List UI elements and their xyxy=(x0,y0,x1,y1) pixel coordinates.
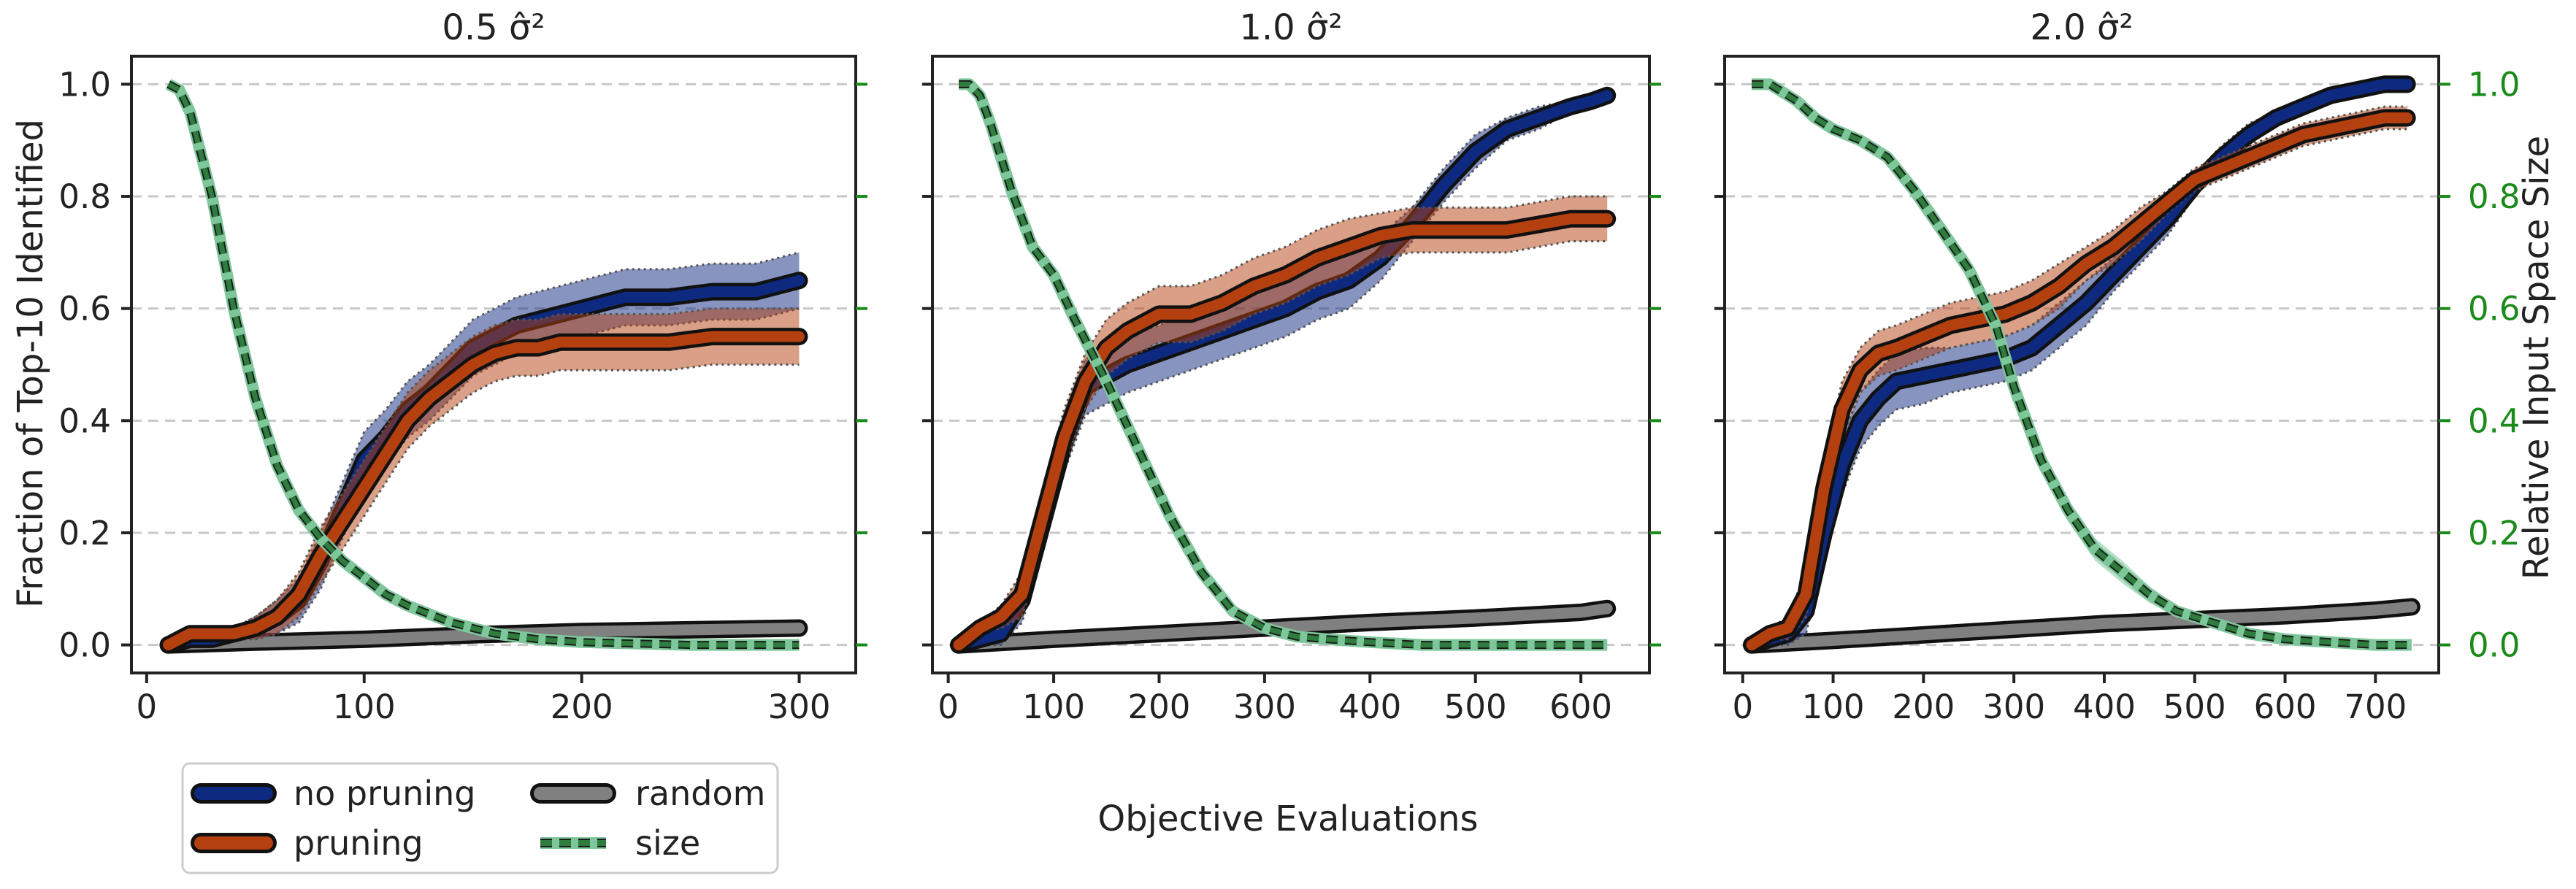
series-line-size xyxy=(1752,81,2412,648)
x-tick-label: 200 xyxy=(1128,688,1191,726)
panel-title: 1.0 σ̂² xyxy=(1239,7,1342,48)
legend: no pruning random pruning size xyxy=(181,762,779,874)
x-tick-label: 500 xyxy=(1444,688,1507,726)
series-pruning xyxy=(950,195,1617,654)
panel-1: 0 100 200 300 0.0 0.2 0.4 0.6 0.8 1.0 0.5 σ̂² xyxy=(58,7,867,726)
y-tick-label-right: 0.2 xyxy=(2468,514,2521,553)
y-tick-label-left: 0.8 xyxy=(58,177,111,216)
series-band-size xyxy=(959,84,1608,651)
x-tick-label: 200 xyxy=(1892,688,1955,726)
legend-label-size: size xyxy=(635,823,700,863)
legend-label-no-pruning: no pruning xyxy=(294,774,475,813)
series-band-lower-pruning xyxy=(168,363,800,647)
series-no-pruning xyxy=(1743,75,2416,654)
y-tick-label-right: 0.4 xyxy=(2468,401,2521,440)
y-axis-title-left: Fraction of Top-10 Identified xyxy=(10,119,51,608)
x-tick-label: 300 xyxy=(768,688,831,726)
series-no-pruning xyxy=(950,86,1617,654)
x-tick-label: 300 xyxy=(1233,688,1296,726)
series-outline-no-pruning xyxy=(950,86,1617,654)
panels-group: 0 100 200 300 0.0 0.2 0.4 0.6 0.8 1.0 0.5 σ̂² 0 100 2… xyxy=(58,7,2520,726)
y-axis-title-right: Relative Input Space Size xyxy=(2516,136,2557,580)
series-size xyxy=(165,79,800,651)
series-size xyxy=(1752,78,2412,651)
x-tick-label: 0 xyxy=(938,688,959,726)
y-tick-label-left: 1.0 xyxy=(58,65,111,104)
series-band-no-pruning xyxy=(959,90,1608,645)
y-tick-label-left: 0.6 xyxy=(58,290,111,328)
y-tick-label-left: 0.4 xyxy=(58,401,111,440)
series-line-random xyxy=(953,603,1613,651)
x-tick-label: 500 xyxy=(2163,688,2226,726)
x-tick-label: 700 xyxy=(2344,688,2407,726)
x-axis-title: Objective Evaluations xyxy=(1097,798,1478,839)
x-tick-label: 400 xyxy=(1338,688,1401,726)
series-line-random xyxy=(163,623,805,651)
x-tick-label: 600 xyxy=(2254,688,2317,726)
legend-label-random: random xyxy=(635,774,765,813)
series-line-size-dash-outline xyxy=(1752,80,2412,650)
plot-frame xyxy=(1723,55,2440,674)
x-tick-label: 300 xyxy=(1982,688,2045,726)
series-pruning xyxy=(159,307,808,654)
series-outline-no-pruning xyxy=(1743,75,2416,654)
series-line-size-base xyxy=(1752,78,2412,651)
series-band-upper-no-pruning xyxy=(1751,82,2407,646)
series-band-pruning xyxy=(959,196,1608,645)
series-band-upper-pruning xyxy=(167,307,800,646)
series-band-no-pruning xyxy=(1752,84,2407,645)
y-tick-label-right: 0.0 xyxy=(2468,626,2521,665)
series-line-size xyxy=(166,82,800,648)
x-tick-label: 0 xyxy=(1732,688,1753,726)
series-random xyxy=(1743,598,2420,654)
series-line-pruning xyxy=(953,213,1613,651)
series-band-lower-no-pruning xyxy=(959,100,1608,647)
y-tick-label-left: 0.2 xyxy=(58,514,111,553)
series-line-size-dash-outline xyxy=(959,80,1608,650)
series-line-size-base xyxy=(959,78,1608,651)
series-line-random xyxy=(1746,601,2418,651)
series-line-no-pruning xyxy=(953,90,1613,651)
x-tick-label: 100 xyxy=(1802,688,1865,726)
series-line-pruning xyxy=(163,331,805,651)
x-tick-label: 100 xyxy=(333,688,396,726)
y-tick-label-right: 1.0 xyxy=(2468,65,2521,104)
plot-frame xyxy=(130,55,857,674)
x-tick-label: 0 xyxy=(137,688,158,726)
y-tick-label-right: 0.6 xyxy=(2468,290,2521,328)
x-tick-label: 200 xyxy=(551,688,613,726)
series-line-size xyxy=(959,81,1608,648)
series-band-upper-no-pruning xyxy=(958,88,1608,646)
x-tick-label: 100 xyxy=(1022,688,1085,726)
panel-2: 0 100 200 300 400 500 600 1.0 σ̂² xyxy=(922,7,1661,726)
x-tick-label: 400 xyxy=(2073,688,2136,726)
y-tick-label-left: 0.0 xyxy=(58,626,111,665)
legend-label-pruning: pruning xyxy=(294,823,423,863)
panel-title: 2.0 σ̂² xyxy=(2030,7,2133,48)
series-line-no-pruning xyxy=(1746,78,2413,651)
panel-3: 0 100 200 300 400 500 600 700 0.0 0.2 0.4 0.6 0.8 1.0… xyxy=(1714,7,2521,726)
panel-title: 0.5 σ̂² xyxy=(442,7,545,48)
y-tick-label-right: 0.8 xyxy=(2468,177,2521,216)
series-pruning xyxy=(1743,105,2416,654)
series-random xyxy=(159,619,808,654)
x-tick-label: 600 xyxy=(1549,688,1612,726)
plot-frame xyxy=(931,55,1651,674)
series-random xyxy=(950,599,1617,654)
series-size xyxy=(959,78,1608,651)
series-line-pruning xyxy=(1746,112,2413,651)
legend-frame xyxy=(181,762,779,874)
series-band-lower-no-pruning xyxy=(1752,82,2407,647)
